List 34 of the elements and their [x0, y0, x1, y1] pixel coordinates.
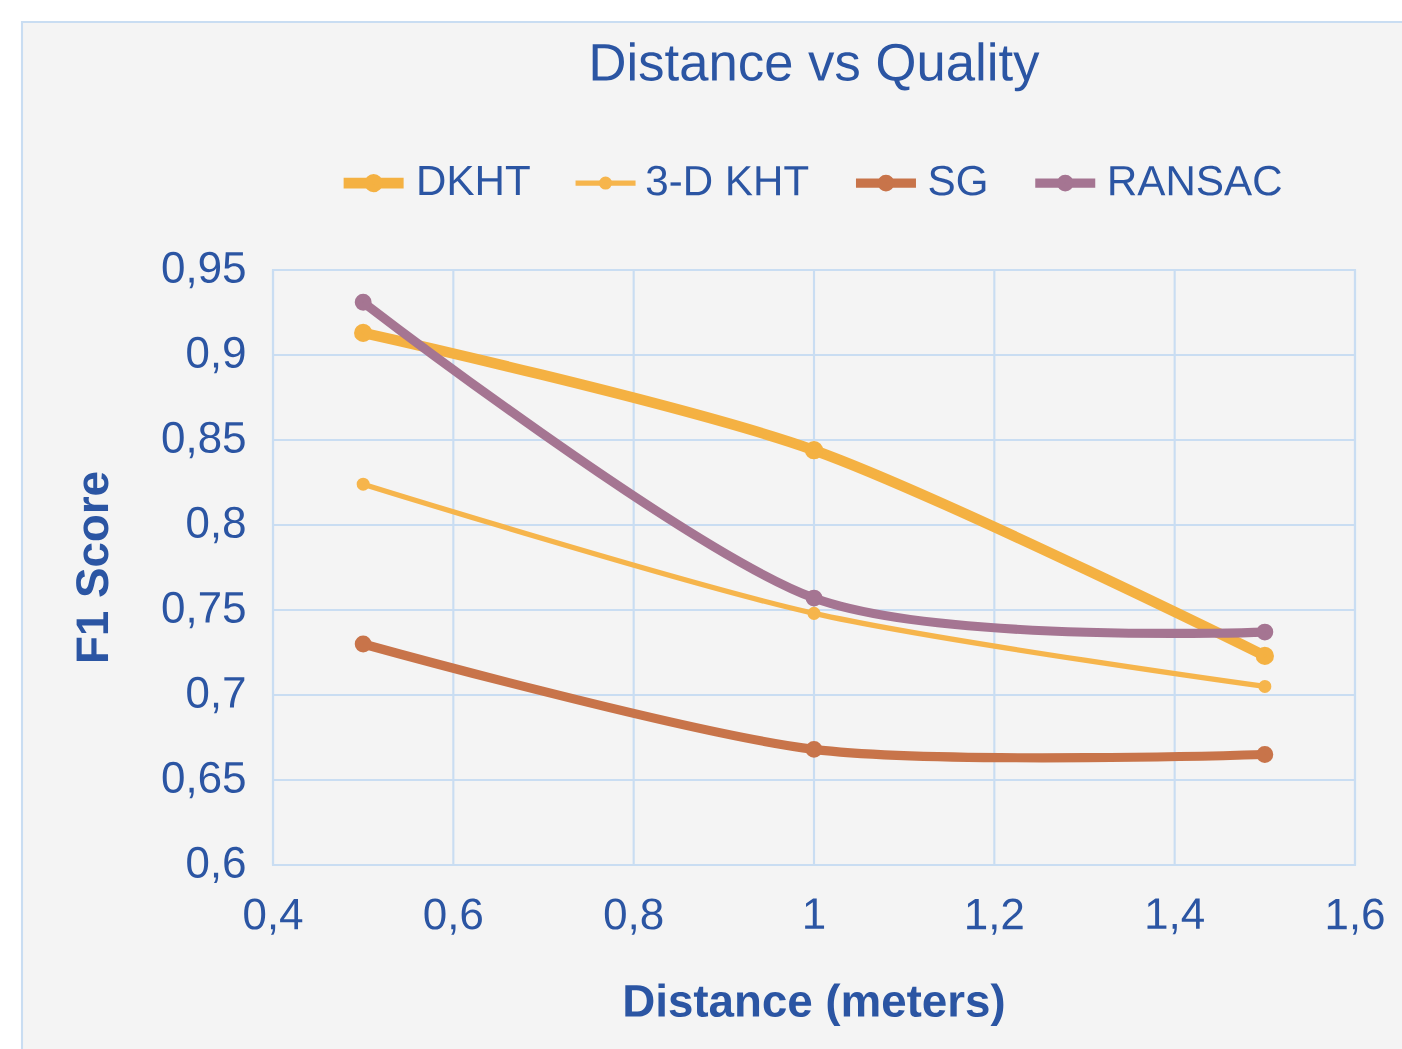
- y-tick-label: 0,65: [162, 761, 245, 799]
- y-tick-label: 0,75: [162, 591, 245, 629]
- x-tick-label: 0,6: [424, 898, 482, 935]
- point: [1256, 746, 1274, 763]
- y-tick-label: 0,6: [187, 846, 245, 884]
- x-axis-title: Distance (meters): [625, 983, 1004, 1027]
- point: [805, 589, 823, 607]
- y-tick-label: 0,95: [162, 251, 245, 289]
- x-tick-label: 1,4: [1147, 898, 1204, 935]
- chart-title: Distance vs Quality: [592, 42, 1040, 92]
- y-axis-title: F1 Score: [76, 472, 109, 661]
- legend-label: SG: [929, 165, 986, 196]
- x-tick-label: 0,4: [244, 898, 303, 935]
- y-tick-label: 0,85: [162, 421, 245, 459]
- legend-label: 3-D KHT: [646, 165, 809, 196]
- y-tick-label: 0,9: [187, 336, 245, 374]
- point: [354, 635, 372, 653]
- legend-label: RANSAC: [1110, 165, 1281, 196]
- x-tick-label: 1,2: [967, 898, 1023, 935]
- y-tick-label: 0,7: [187, 676, 245, 714]
- point: [1258, 679, 1272, 693]
- x-tick-label: 0,8: [604, 898, 663, 935]
- point: [804, 441, 824, 460]
- x-tick-label: 1: [805, 898, 825, 929]
- point: [1256, 623, 1274, 641]
- x-tick-label: 1,6: [1327, 898, 1384, 935]
- point: [1255, 646, 1274, 666]
- point: [354, 323, 373, 343]
- point: [356, 477, 370, 491]
- legend-label: DKHT: [419, 166, 530, 196]
- point: [807, 606, 821, 620]
- y-tick-label: 0,8: [187, 506, 245, 544]
- point: [354, 293, 372, 311]
- point: [805, 740, 823, 758]
